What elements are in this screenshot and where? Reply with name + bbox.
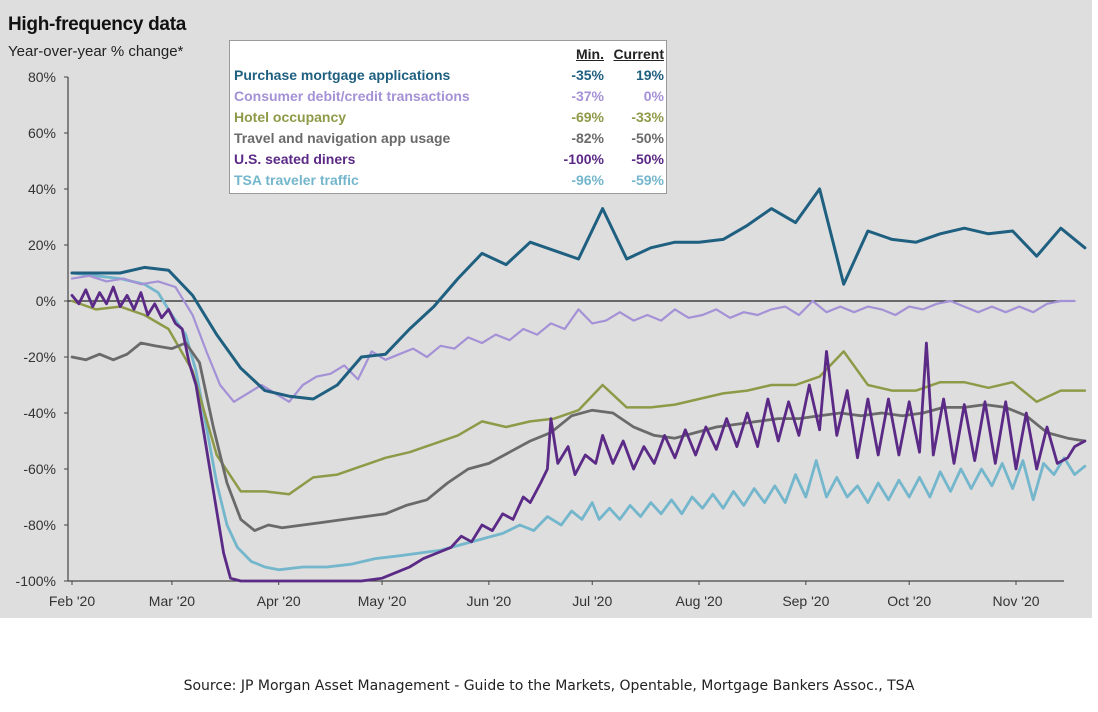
source-note: Source: JP Morgan Asset Management - Gui… [183,678,915,694]
y-tick-label: 20% [28,237,56,253]
legend: Min. Current Purchase mortgage applicati… [229,40,667,194]
series-line-purchase-mortgage-applications [70,187,1087,401]
legend-entry-current: -33% [631,109,664,125]
x-tick-label: May '20 [358,593,407,609]
x-tick-label: Sep '20 [782,593,829,609]
y-tick-label: -20% [23,349,56,365]
x-tick-label: Jul '20 [572,593,612,609]
series-line-travel-and-navigation-app-usage [70,341,1087,532]
legend-entry-name: Consumer debit/credit transactions [234,88,470,104]
legend-entry: TSA traveler traffic -96% -59% [234,170,664,191]
x-tick-label: Mar '20 [149,593,195,609]
y-axis-label: Year-over-year % change* [8,43,184,60]
y-tick-label: 80% [28,69,56,85]
legend-entry: Purchase mortgage applications -35% 19% [234,65,664,86]
chart-title: High-frequency data [8,14,186,35]
x-tick-label: Aug '20 [676,593,723,609]
legend-entry-name: Travel and navigation app usage [234,130,451,146]
legend-entry: Hotel occupancy -69% -33% [234,107,664,128]
series-line-hotel-occupancy [70,299,1087,496]
y-tick-label: -80% [23,517,56,533]
legend-entry-min: -35% [571,67,604,83]
y-tick-label: -60% [23,461,56,477]
series-lines [70,187,1087,583]
legend-table: Min. Current Purchase mortgage applicati… [234,44,664,191]
series-line-u-s-seated-diners [70,285,1087,583]
x-tick-label: Feb '20 [49,593,95,609]
legend-header-current: Current [613,46,664,62]
legend-entry-min: -82% [571,130,604,146]
x-tick-label: Jun '20 [467,593,512,609]
legend-entry: Travel and navigation app usage -82% -50% [234,128,664,149]
y-tick-label: -100% [16,573,56,589]
y-tick-label: 40% [28,181,56,197]
line-chart: 80% 60% 40% 20% 0% -20% -40% -60% -80% -100% Feb '… [16,69,1087,609]
legend-header-min: Min. [576,46,604,62]
legend-entry-name: U.S. seated diners [234,151,356,167]
legend-entry-name: TSA traveler traffic [234,172,359,188]
y-tick-label: 0% [36,293,56,309]
x-tick-label: Nov '20 [992,593,1039,609]
legend-entry-min: -37% [571,88,604,104]
x-tick-label: Oct '20 [887,593,931,609]
y-tick-label: -40% [23,405,56,421]
legend-entry-name: Purchase mortgage applications [234,67,451,83]
y-tick-label: 60% [28,125,56,141]
legend-entry-name: Hotel occupancy [234,109,347,125]
legend-entry: Consumer debit/credit transactions -37% 0% [234,86,664,107]
legend-entry-current: 19% [635,67,664,83]
legend-entry-current: -50% [631,130,664,146]
axes: 80% 60% 40% 20% 0% -20% -40% -60% -80% -100% Feb '… [16,69,1064,609]
legend-entry-min: -100% [563,151,604,167]
legend-entry-current: -50% [631,151,664,167]
legend-entry-min: -69% [571,109,604,125]
legend-entry-current: 0% [643,88,664,104]
legend-entry-min: -96% [571,172,604,188]
x-tick-label: Apr '20 [257,593,301,609]
legend-entry-current: -59% [631,172,664,188]
legend-entry: U.S. seated diners -100% -50% [234,149,664,170]
series-line-tsa-traveler-traffic [70,271,1087,572]
